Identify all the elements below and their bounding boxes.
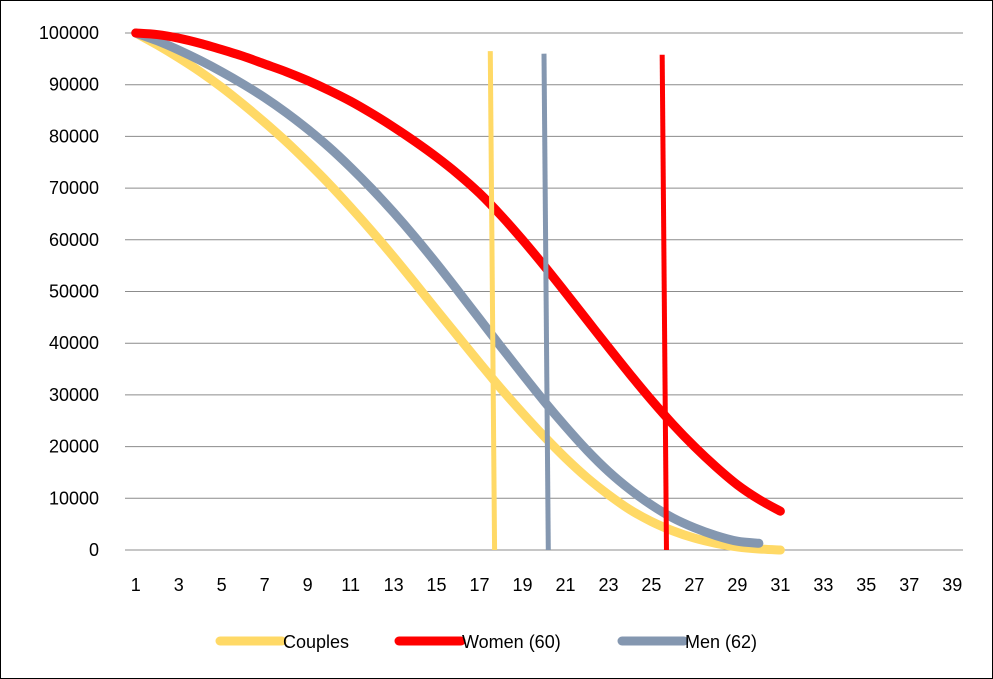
x-tick-label: 13 [384,575,404,595]
x-tick-label: 25 [641,575,661,595]
x-tick-label: 19 [512,575,532,595]
y-tick-label: 10000 [49,488,99,508]
y-tick-label: 0 [89,540,99,560]
y-tick-label: 90000 [49,75,99,95]
legend-item-women-60: Women (60) [394,632,561,652]
x-tick-label: 33 [813,575,833,595]
y-tick-label: 40000 [49,333,99,353]
x-tick-label: 1 [131,575,141,595]
x-tick-label: 17 [470,575,490,595]
x-tick-label: 3 [174,575,184,595]
x-tick-label: 39 [942,575,962,595]
legend-label: Women (60) [462,632,561,652]
x-tick-label: 7 [260,575,270,595]
y-tick-label: 20000 [49,437,99,457]
y-tick-label: 70000 [49,178,99,198]
x-tick-label: 9 [303,575,313,595]
series-line-couples [131,28,785,555]
x-tick-label: 5 [217,575,227,595]
x-tick-label: 37 [899,575,919,595]
series-line-men-62 [131,28,764,548]
legend-label: Men (62) [685,632,757,652]
x-tick-label: 31 [770,575,790,595]
marker-line-women-60 [659,54,669,551]
marker-line-couples [487,51,498,551]
x-tick-label: 11 [341,575,360,595]
series-line-women-60 [131,28,785,516]
legend-label: Couples [283,632,349,652]
y-tick-label: 100000 [39,23,99,43]
marker-line-men-62 [541,53,551,551]
y-tick-label: 60000 [49,230,99,250]
x-tick-label: 23 [598,575,618,595]
legend-item-men-62: Men (62) [617,632,757,652]
x-tick-label: 27 [684,575,704,595]
x-tick-label: 21 [555,575,575,595]
x-tick-label: 35 [856,575,876,595]
legend-item-couples: Couples [215,632,349,652]
x-tick-label: 15 [427,575,447,595]
y-tick-label: 30000 [49,385,99,405]
y-tick-label: 50000 [49,282,99,302]
x-tick-label: 29 [727,575,747,595]
y-tick-label: 80000 [49,126,99,146]
